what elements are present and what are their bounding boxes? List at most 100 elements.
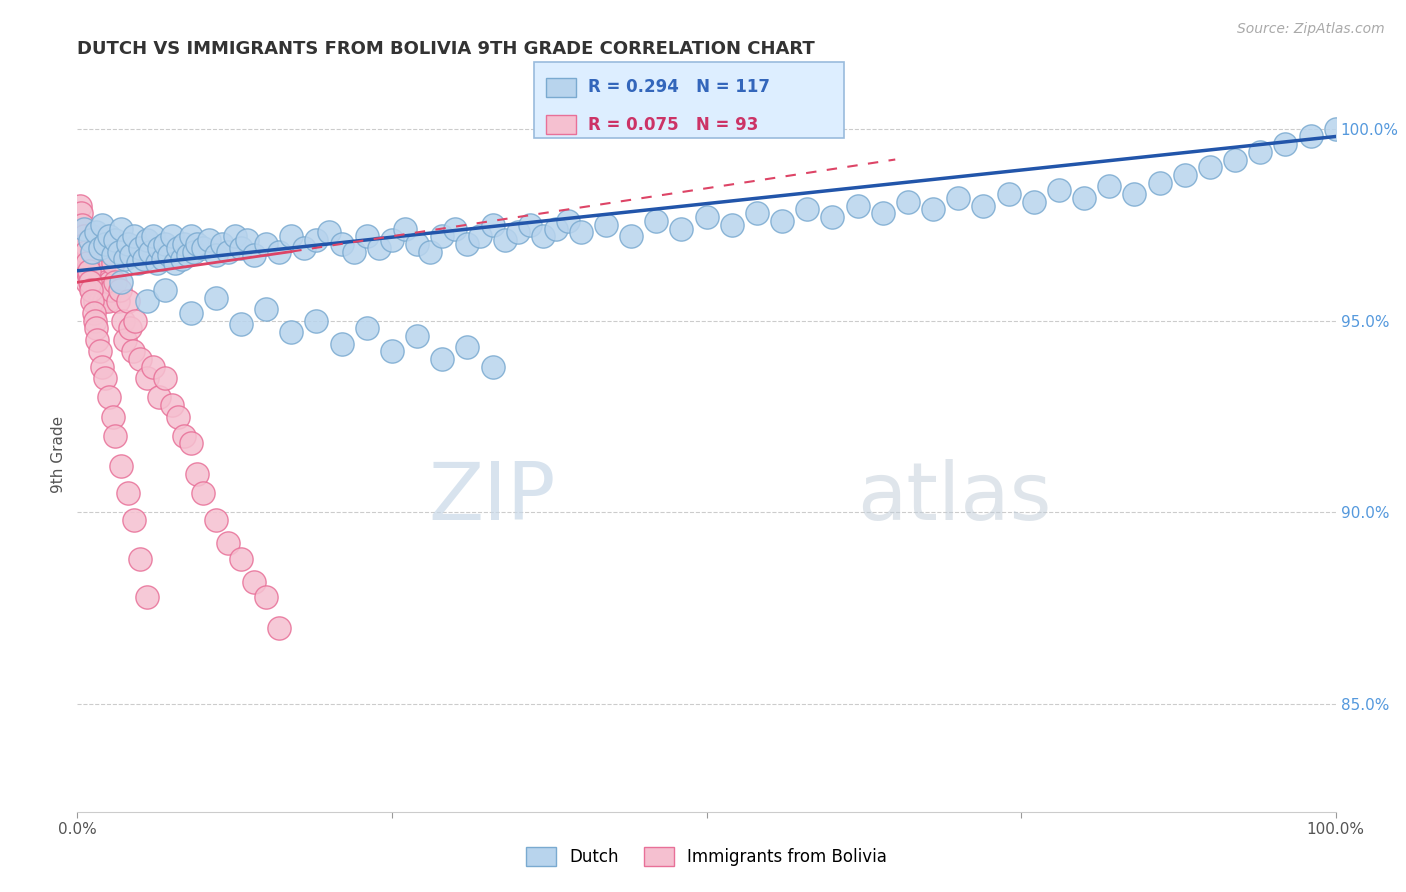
- Point: [155, 283, 177, 297]
- Point: [91, 244, 114, 259]
- Point: [84, 226, 107, 240]
- Point: [145, 256, 167, 270]
- Point: [79, 233, 101, 247]
- Point: [167, 409, 190, 424]
- Point: [595, 218, 617, 232]
- Point: [191, 241, 215, 255]
- Point: [89, 294, 111, 309]
- Point: [91, 268, 114, 282]
- Point: [254, 590, 277, 604]
- Point: [77, 268, 100, 282]
- Point: [432, 351, 454, 366]
- Point: [305, 313, 328, 327]
- Point: [204, 513, 226, 527]
- Point: [343, 244, 366, 259]
- Point: [87, 256, 110, 270]
- Point: [124, 313, 146, 327]
- Point: [110, 459, 132, 474]
- Point: [419, 244, 441, 259]
- Point: [96, 275, 118, 289]
- Point: [165, 256, 187, 270]
- Point: [922, 202, 945, 217]
- Point: [101, 248, 124, 262]
- Point: [98, 275, 121, 289]
- Point: [204, 248, 226, 262]
- Point: [494, 233, 516, 247]
- Point: [292, 241, 315, 255]
- Point: [356, 321, 378, 335]
- Point: [110, 275, 132, 289]
- Point: [122, 229, 145, 244]
- Text: R = 0.294   N = 117: R = 0.294 N = 117: [588, 78, 769, 96]
- Point: [177, 248, 200, 262]
- Point: [96, 294, 118, 309]
- Point: [356, 229, 378, 244]
- Point: [135, 590, 157, 604]
- Point: [122, 513, 145, 527]
- Point: [406, 329, 429, 343]
- Point: [173, 428, 195, 442]
- Point: [224, 229, 246, 244]
- Point: [897, 194, 920, 209]
- Point: [1223, 153, 1246, 167]
- Point: [254, 236, 277, 251]
- Point: [94, 371, 117, 385]
- Point: [84, 321, 107, 335]
- Point: [531, 229, 554, 244]
- Point: [280, 229, 302, 244]
- Point: [569, 226, 592, 240]
- Point: [444, 221, 467, 235]
- Point: [211, 236, 233, 251]
- Text: Source: ZipAtlas.com: Source: ZipAtlas.com: [1237, 22, 1385, 37]
- Point: [142, 359, 165, 374]
- Point: [229, 241, 252, 255]
- Point: [120, 248, 142, 262]
- Point: [72, 256, 94, 270]
- Point: [83, 275, 105, 289]
- Point: [77, 244, 100, 259]
- Point: [90, 256, 112, 270]
- Point: [1299, 129, 1322, 144]
- Point: [152, 252, 174, 267]
- Point: [432, 229, 454, 244]
- Point: [77, 264, 100, 278]
- Point: [846, 198, 869, 212]
- Point: [135, 371, 157, 385]
- Point: [86, 244, 108, 259]
- Point: [76, 275, 98, 289]
- Point: [69, 218, 91, 232]
- Point: [620, 229, 643, 244]
- Point: [217, 536, 239, 550]
- Point: [1047, 183, 1070, 197]
- Point: [186, 467, 208, 482]
- Point: [948, 191, 970, 205]
- Point: [104, 275, 127, 289]
- Point: [104, 428, 127, 442]
- Point: [481, 359, 503, 374]
- Point: [1123, 187, 1146, 202]
- Point: [127, 256, 149, 270]
- Point: [1174, 168, 1197, 182]
- Point: [121, 344, 143, 359]
- Point: [720, 218, 742, 232]
- Point: [114, 252, 136, 267]
- Point: [1022, 194, 1045, 209]
- Text: R = 0.075   N = 93: R = 0.075 N = 93: [588, 116, 758, 134]
- Point: [84, 294, 107, 309]
- Point: [73, 236, 96, 251]
- Point: [142, 229, 165, 244]
- Point: [89, 241, 111, 255]
- Point: [167, 241, 190, 255]
- Point: [242, 574, 264, 589]
- Point: [796, 202, 818, 217]
- Point: [129, 551, 152, 566]
- Point: [394, 221, 416, 235]
- Point: [129, 351, 152, 366]
- Point: [1274, 137, 1296, 152]
- Point: [84, 268, 107, 282]
- Point: [104, 233, 127, 247]
- Point: [79, 236, 101, 251]
- Point: [160, 229, 183, 244]
- Point: [114, 333, 136, 347]
- Point: [236, 233, 259, 247]
